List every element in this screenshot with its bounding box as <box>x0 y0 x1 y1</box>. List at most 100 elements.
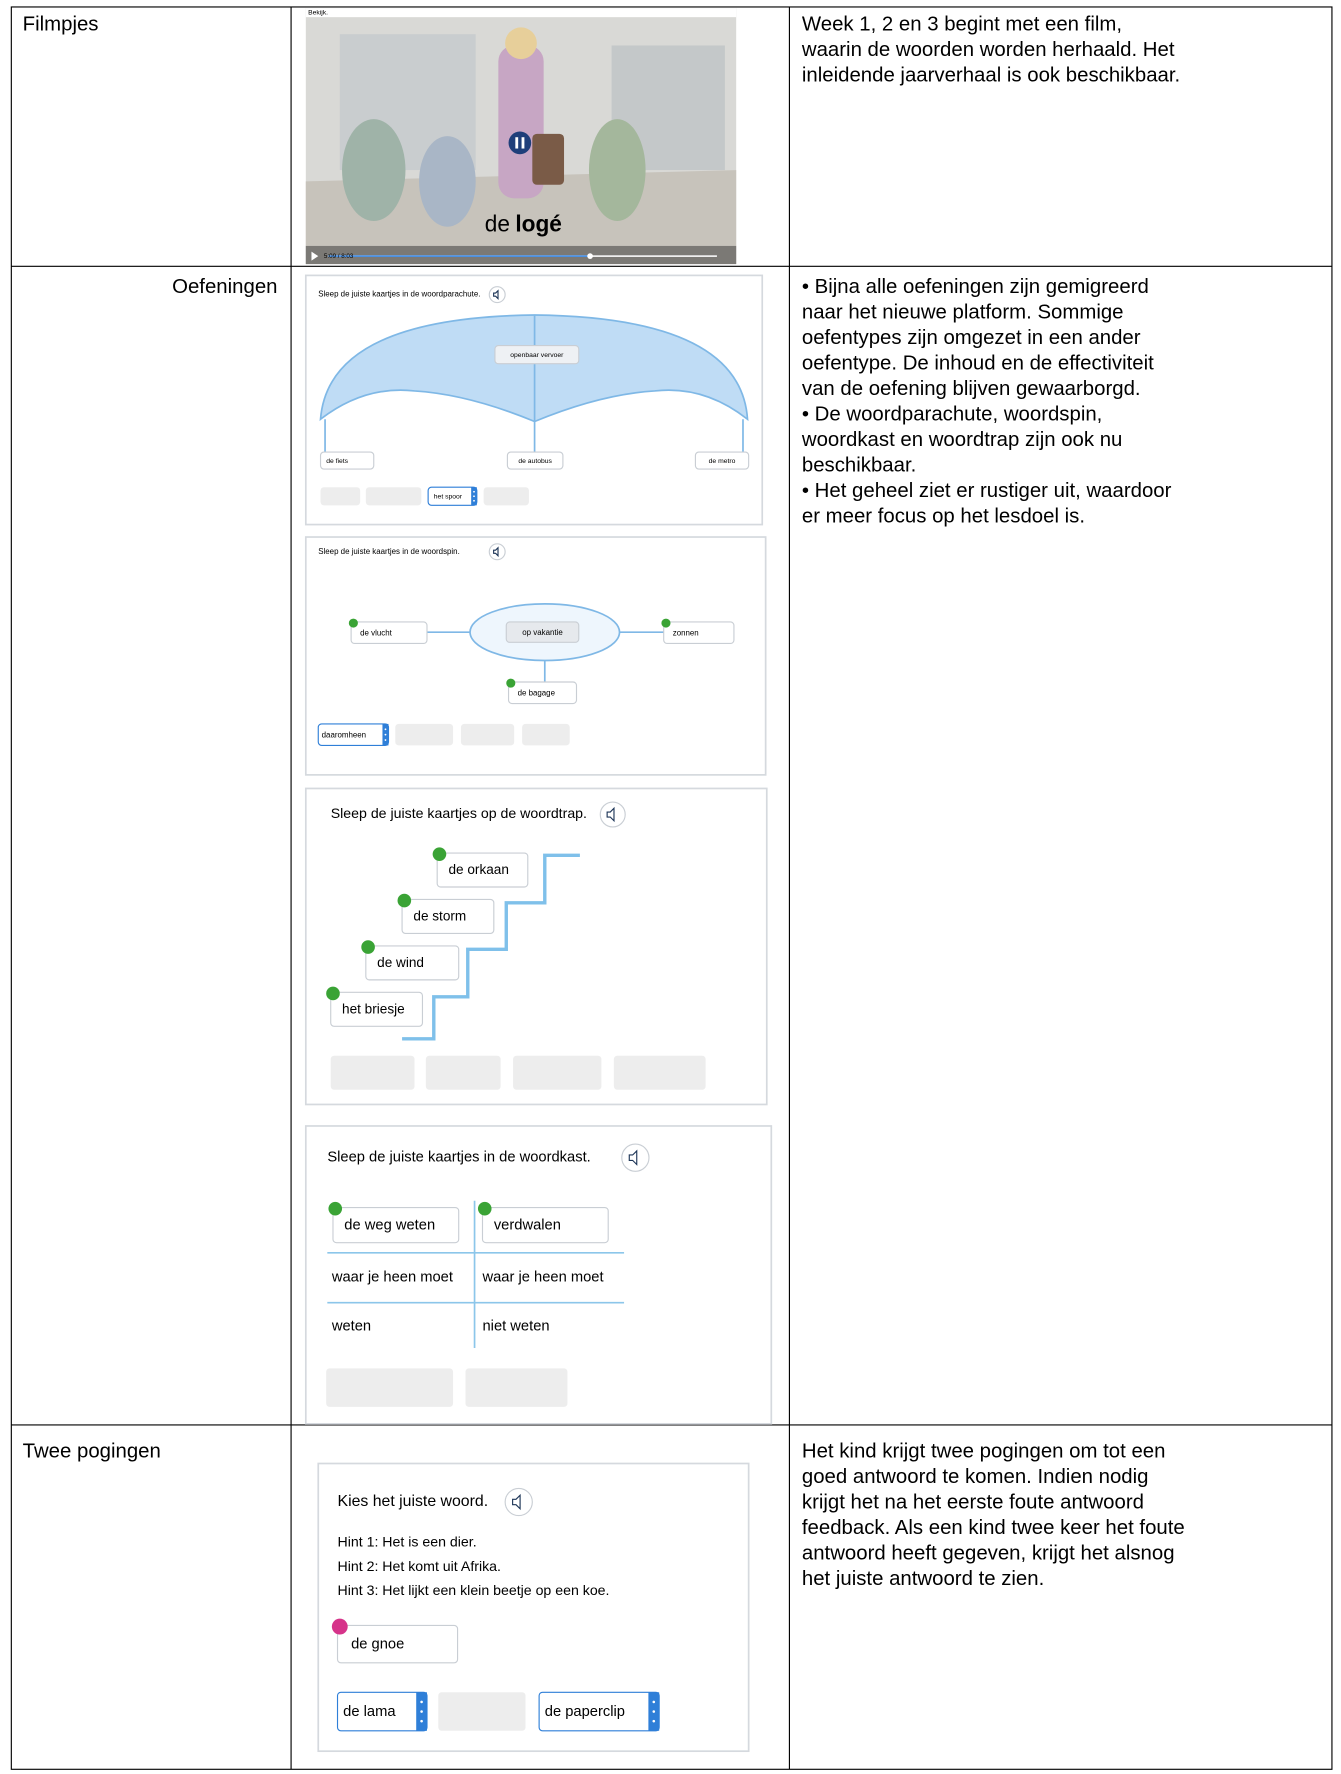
description-line: antwoord heeft gegeven, krijgt het alsno… <box>802 1542 1175 1564</box>
handle-dot <box>420 1719 423 1723</box>
empty-slot <box>465 1368 568 1407</box>
word-card <box>694 451 750 470</box>
audio-icon <box>606 806 615 823</box>
description-line: beschikbaar. <box>802 455 916 477</box>
card-text: de metro <box>709 458 736 465</box>
cell-text: niet weten <box>482 1318 549 1334</box>
audio-button <box>599 801 626 828</box>
audio-button <box>488 543 506 561</box>
description-line: Week 1, 2 en 3 begint met een film, <box>802 13 1122 35</box>
video-caption: Bekijk. <box>308 9 328 16</box>
word-card <box>481 1206 609 1244</box>
handle-dot <box>652 1700 656 1704</box>
description-line: naar het nieuwe platform. Sommige <box>802 302 1124 324</box>
empty-slot <box>438 1692 526 1731</box>
empty-slot <box>513 1055 602 1090</box>
cupboard-lines <box>327 1200 625 1348</box>
row-label: Oefeningen <box>172 276 277 298</box>
handle-dot <box>652 1710 656 1713</box>
word-card <box>663 621 735 645</box>
card-text: daaromheen <box>322 730 366 739</box>
description-line: Het kind krijgt twee pogingen om tot een <box>802 1441 1166 1463</box>
card-text: de wind <box>377 955 424 970</box>
empty-slot <box>330 1055 415 1090</box>
word-card <box>336 1624 459 1664</box>
badge <box>432 847 447 861</box>
handle-dot <box>652 1719 656 1723</box>
card-text: het spoor <box>434 494 463 501</box>
empty-slot <box>365 487 422 506</box>
card-text: de orkaan <box>449 862 509 877</box>
hint: Hint 1: Het is een dier. <box>338 1534 477 1550</box>
empty-slot <box>483 487 529 506</box>
card-text: de bagage <box>518 688 556 697</box>
card-text: verdwalen <box>494 1218 561 1234</box>
empty-slot <box>522 723 570 746</box>
hint: Hint 2: Het komt uit Afrika. <box>338 1558 501 1574</box>
card-text: de gnoe <box>351 1637 404 1653</box>
word-card <box>319 451 375 470</box>
handle-dot <box>420 1700 423 1704</box>
description-line: van de oefening blijven gewaarborgd. <box>802 378 1141 400</box>
card-text: op vakantie <box>522 628 563 637</box>
empty-slot <box>613 1055 706 1090</box>
parachute <box>319 314 749 454</box>
word-card <box>505 621 580 643</box>
instruction: Sleep de juiste kaartjes in de woordpara… <box>318 290 480 299</box>
row-label: Filmpjes <box>23 13 99 35</box>
badge <box>397 893 412 908</box>
handle-dot <box>473 499 475 502</box>
description-line: woordkast en woordtrap zijn ook nu <box>801 429 1123 451</box>
badge <box>348 618 358 628</box>
word-card <box>330 991 424 1027</box>
handle-dot <box>420 1710 423 1713</box>
badge <box>326 986 340 1001</box>
description-line: • Bijna alle oefeningen zijn gemigreerd <box>802 276 1149 298</box>
word-card <box>494 345 580 365</box>
instruction: Sleep de juiste kaartjes op de woordtrap… <box>331 805 587 821</box>
description-line: • Het geheel ziet er rustiger uit, waard… <box>802 480 1172 502</box>
description-line: inleidende jaarverhaal is ook beschikbaa… <box>802 64 1180 86</box>
card-text: het briesje <box>342 1001 405 1016</box>
audio-icon <box>493 546 499 558</box>
instruction: Kies het juiste woord. <box>338 1493 489 1510</box>
instruction: Sleep de juiste kaartjes in de woordkast… <box>327 1150 590 1166</box>
video-frame <box>305 8 737 265</box>
cell-text: waar je heen moet <box>481 1270 603 1286</box>
badge <box>331 1618 348 1635</box>
empty-slot <box>320 487 361 506</box>
handle-dot <box>473 490 475 493</box>
table-grid <box>10 6 1333 1770</box>
description-line: er meer focus op het lesdoel is. <box>802 506 1085 528</box>
audio-icon <box>512 1493 521 1511</box>
card-text: de fiets <box>326 458 348 465</box>
stairs <box>402 853 580 1041</box>
row-label: Twee pogingen <box>23 1441 161 1463</box>
word-card <box>507 681 578 705</box>
instruction: Sleep de juiste kaartjes in de woordspin… <box>318 547 460 556</box>
description-line: krijgt het na het eerste foute antwoord <box>802 1492 1144 1514</box>
subtitle: de <box>485 211 510 237</box>
description-line: oefentypes zijn omgezet in een ander <box>802 327 1141 349</box>
description-line: oefentype. De inhoud en de effectiviteit <box>802 353 1154 375</box>
word-card <box>365 945 460 981</box>
card-text: zonnen <box>673 628 699 637</box>
card-text: openbaar vervoer <box>510 352 564 359</box>
card-text: de autobus <box>518 458 552 465</box>
empty-slot <box>460 723 515 746</box>
card-text: de vlucht <box>360 628 392 637</box>
handle-dot <box>384 739 387 741</box>
badge <box>506 678 516 688</box>
word-card <box>436 852 529 888</box>
card-text: de paperclip <box>545 1704 625 1720</box>
description-line: feedback. Als een kind twee keer het fou… <box>802 1517 1185 1539</box>
badge <box>477 1201 492 1216</box>
handle-dot <box>384 728 387 731</box>
word-card <box>401 898 495 935</box>
handle-dot <box>384 733 387 736</box>
card-text: de storm <box>413 909 466 924</box>
cell-text: weten <box>331 1318 371 1334</box>
empty-slot <box>395 723 454 746</box>
cell-text: waar je heen moet <box>331 1270 453 1286</box>
